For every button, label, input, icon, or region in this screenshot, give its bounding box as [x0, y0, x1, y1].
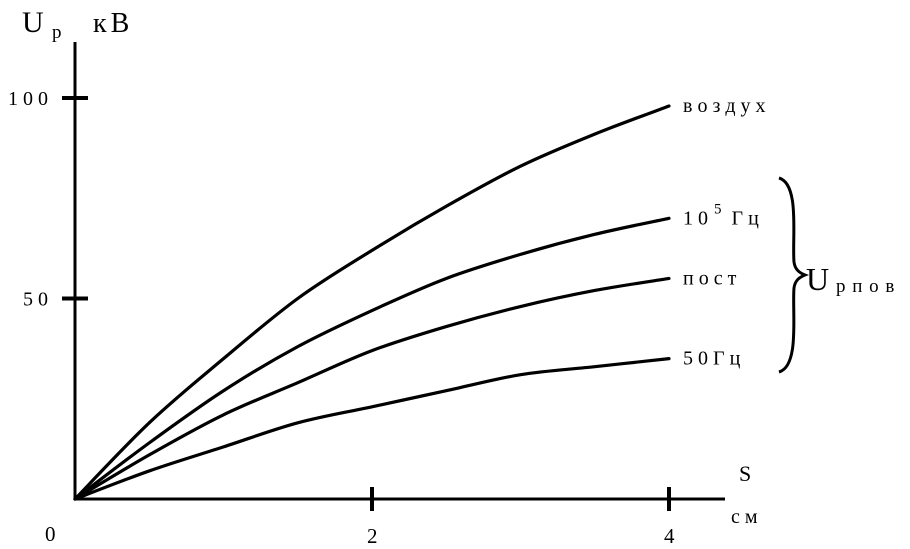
y-tick-label: 1 0 0 — [8, 88, 48, 110]
group-annotation-main: U — [806, 261, 829, 297]
y-axis-title-sub: р — [52, 22, 62, 43]
x-tick-label: 2 — [367, 524, 378, 548]
series-label-3: п о с т — [683, 267, 737, 289]
series-line-4 — [73, 357, 671, 501]
origin-label: 0 — [45, 522, 56, 546]
series-label-4: 5 0 Г ц — [683, 348, 741, 370]
y-axis-title: U — [22, 6, 44, 39]
x-tick-label: 4 — [664, 524, 675, 548]
series-line-1 — [73, 104, 671, 501]
series-label-1: в о з д у х — [683, 95, 766, 117]
y-axis-unit: кВ — [93, 8, 133, 39]
series-line-3 — [73, 276, 671, 501]
y-tick-label: 5 0 — [23, 289, 48, 311]
x-axis-unit: см — [731, 506, 763, 528]
group-annotation-sub: р п о в — [836, 276, 895, 297]
x-axis-title: S — [739, 461, 751, 486]
brace — [778, 176, 810, 374]
series-line-2 — [73, 216, 671, 501]
